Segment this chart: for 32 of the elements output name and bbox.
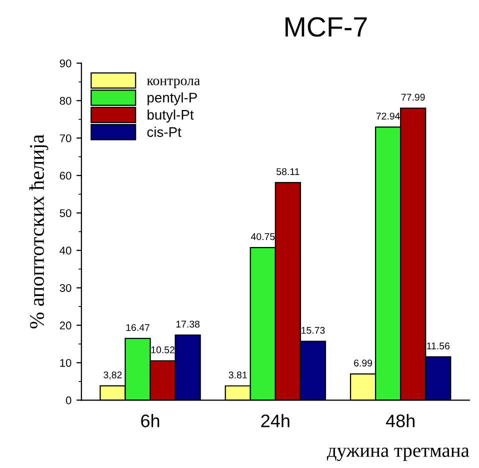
x-tick-label: 6h xyxy=(141,414,160,428)
data-label: 15.73 xyxy=(302,326,325,334)
y-tick-label: 90 xyxy=(60,59,72,68)
y-tick-label: 10 xyxy=(60,358,72,367)
x-axis-title: дужина третмана xyxy=(326,448,470,461)
x-tick-label: 24h xyxy=(261,414,290,428)
y-tick-label: 60 xyxy=(60,172,72,180)
data-label: 6.99 xyxy=(354,360,372,366)
y-tick-label: 0 xyxy=(66,396,72,404)
data-label: 11.56 xyxy=(427,342,450,350)
data-label: 58.11 xyxy=(276,168,300,176)
y-axis-title: % апоптотских ћелија xyxy=(29,134,48,328)
y-tick-label: 30 xyxy=(60,284,72,292)
data-label: 10.52 xyxy=(151,346,174,354)
y-tick-label: 40 xyxy=(60,246,72,255)
data-label: 40.75 xyxy=(250,233,275,240)
y-tick-label: 50 xyxy=(60,209,72,218)
legend-label: pentyl-P xyxy=(148,92,197,106)
y-tick-label: 80 xyxy=(60,96,72,105)
data-label: 17.38 xyxy=(176,320,200,328)
legend-label: butyl-Pt xyxy=(148,110,194,122)
y-tick-label: 70 xyxy=(60,134,72,142)
legend-label: cis-Pt xyxy=(147,126,182,137)
data-label: 72.94 xyxy=(376,112,400,120)
x-tick-label: 48h xyxy=(386,414,414,428)
data-label: 77.99 xyxy=(401,94,425,101)
y-tick-label: 20 xyxy=(60,322,72,330)
data-label: 3.81 xyxy=(228,372,247,378)
chart-title: MCF-7 xyxy=(286,17,367,37)
data-label: 3,82 xyxy=(104,371,122,380)
data-label: 16.47 xyxy=(126,324,150,331)
legend-label: контрола xyxy=(146,78,200,88)
